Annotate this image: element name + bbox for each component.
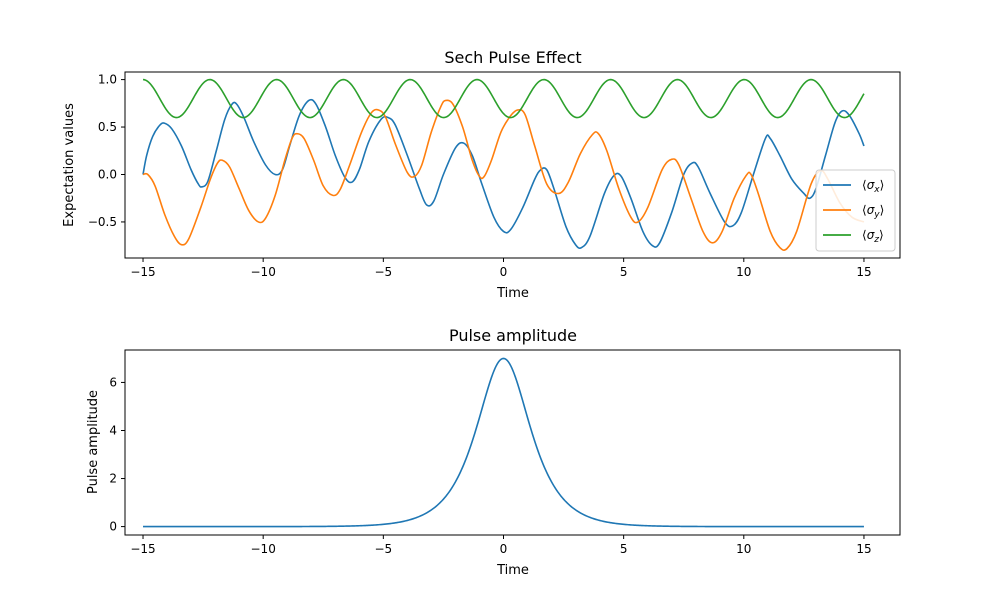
expectation-values-panel: Sech Pulse Effect −15 −10 −5 0 5 10 15 −0.5 0.0… xyxy=(62,48,901,301)
top-xtick-label: 0 xyxy=(500,265,508,279)
bottom-chart-title: Pulse amplitude xyxy=(449,326,577,345)
top-xtick-label: −15 xyxy=(130,265,155,279)
bottom-y-axis-label: Pulse amplitude xyxy=(86,390,101,494)
top-x-ticks: −15 −10 −5 0 5 10 15 xyxy=(130,258,872,279)
top-xtick-label: −10 xyxy=(251,265,276,279)
bottom-xtick-label: 10 xyxy=(736,542,751,556)
top-y-ticks: −0.5 0.0 0.5 1.0 xyxy=(88,73,125,229)
legend-label-y: ⟨σy⟩ xyxy=(862,203,884,220)
top-ytick-label: −0.5 xyxy=(88,215,117,229)
bottom-xtick-label: −10 xyxy=(251,542,276,556)
bottom-xtick-label: 15 xyxy=(856,542,871,556)
legend-label-z: ⟨σz⟩ xyxy=(862,228,884,245)
legend-label-x: ⟨σx⟩ xyxy=(862,178,884,195)
bottom-xtick-label: −15 xyxy=(130,542,155,556)
top-ytick-label: 0.0 xyxy=(98,167,117,181)
top-axes-frame xyxy=(124,71,901,259)
top-ytick-label: 1.0 xyxy=(98,73,117,87)
bottom-axes-frame xyxy=(124,349,901,536)
bottom-ytick-label: 0 xyxy=(109,520,117,534)
bottom-y-ticks: 0 2 4 6 xyxy=(109,375,125,534)
top-xtick-label: 15 xyxy=(856,265,871,279)
top-chart-title: Sech Pulse Effect xyxy=(444,48,581,67)
legend: ⟨σx⟩ ⟨σy⟩ ⟨σz⟩ xyxy=(815,169,896,252)
bottom-ytick-label: 6 xyxy=(109,375,117,389)
bottom-xtick-label: −5 xyxy=(374,542,392,556)
top-series-line-x xyxy=(142,98,865,250)
top-xtick-label: 10 xyxy=(736,265,751,279)
top-plot-area xyxy=(142,78,865,251)
top-ytick-label: 0.5 xyxy=(98,120,117,134)
bottom-xtick-label: 0 xyxy=(500,542,508,556)
bottom-series-line-pulse xyxy=(143,357,864,528)
top-x-axis-label: Time xyxy=(496,286,529,301)
top-series-line-y xyxy=(142,99,865,251)
top-series-line-z xyxy=(142,78,865,119)
bottom-xtick-label: 5 xyxy=(620,542,628,556)
bottom-x-axis-label: Time xyxy=(496,563,529,578)
top-y-axis-label: Expectation values xyxy=(62,103,77,227)
top-xtick-label: 5 xyxy=(620,265,628,279)
pulse-amplitude-panel: Pulse amplitude −15 −10 −5 0 5 10 15 0 2 4 6 Time… xyxy=(86,326,901,578)
bottom-x-ticks: −15 −10 −5 0 5 10 15 xyxy=(130,535,872,556)
top-xtick-label: −5 xyxy=(374,265,392,279)
legend-box xyxy=(815,169,896,252)
bottom-plot-area xyxy=(143,357,864,528)
bottom-ytick-label: 2 xyxy=(109,472,117,486)
bottom-ytick-label: 4 xyxy=(109,423,117,437)
